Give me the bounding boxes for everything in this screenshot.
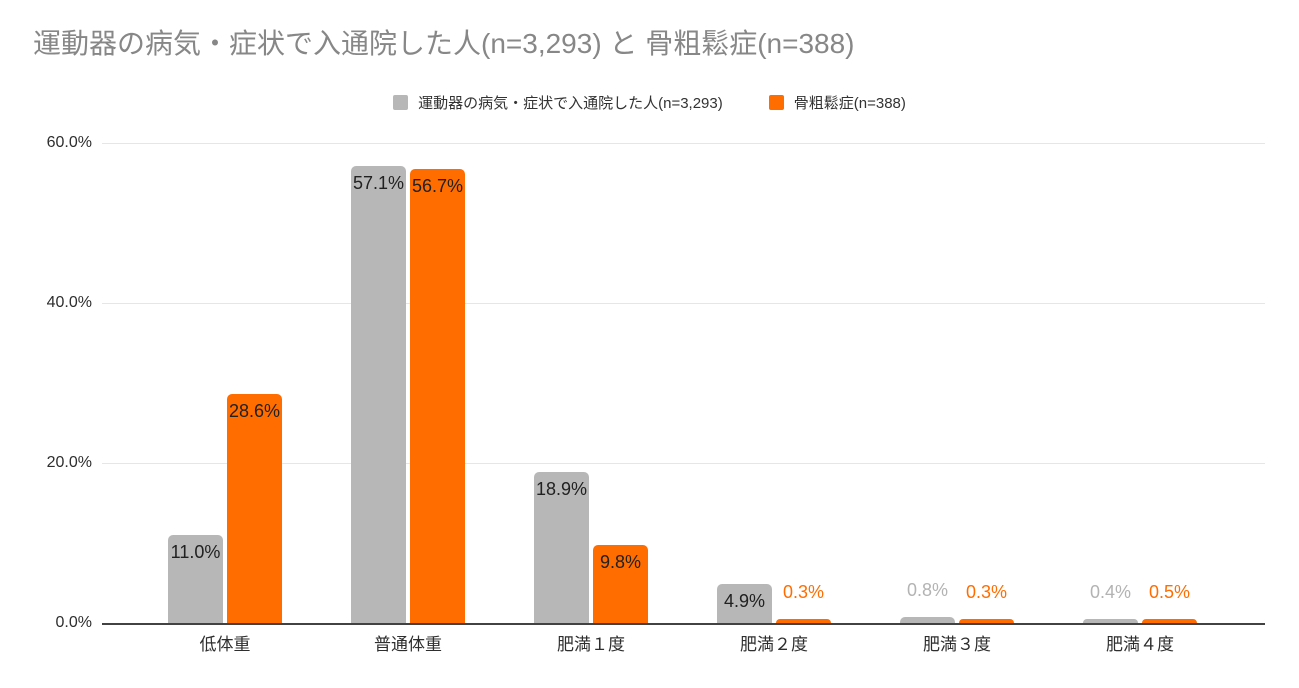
bar-value-label: 0.8% [906,579,949,600]
x-axis-label: 普通体重 [374,635,442,654]
bar-value-label: 57.1% [352,173,405,194]
x-axis-label: 肥満１度 [557,635,625,654]
gridline [102,143,1265,144]
bar-value-label: 18.9% [535,478,588,499]
y-axis-label: 20.0% [46,454,92,471]
bar-value-label: 0.3% [965,582,1008,602]
y-axis-label: 40.0% [46,294,92,311]
x-axis-label: 肥満４度 [1106,635,1174,654]
gridline [102,303,1265,304]
bar-series-1-普通体重[interactable] [410,169,465,623]
legend-label-series-1: 骨粗鬆症(n=388) [793,94,906,112]
bar-value-label: 0.3% [782,582,825,602]
legend-label-series-0: 運動器の病気・症状で入通院した人(n=3,293) [418,94,723,112]
bar-value-label: 0.5% [1148,582,1191,602]
legend-item-series-1: 骨粗鬆症(n=388) [768,92,906,113]
bar-series-0-肥満３度[interactable] [900,616,955,623]
legend-swatch-gray-icon [393,94,409,110]
bar-series-0-低体重[interactable] [168,535,223,623]
legend: 運動器の病気・症状で入通院した人(n=3,293) 骨粗鬆症(n=388) [0,90,1299,114]
bar-series-0-肥満１度[interactable] [534,471,589,623]
x-axis-label: 肥満２度 [740,635,808,654]
bar-series-1-肥満３度[interactable] [959,619,1014,623]
bar-value-label: 56.7% [411,176,464,197]
bar-series-0-普通体重[interactable] [351,166,406,623]
x-axis-label: 肥満３度 [923,635,991,654]
legend-swatch-orange-icon [768,94,784,110]
x-axis-line [102,623,1265,625]
bar-value-label: 4.9% [723,590,766,611]
x-axis-label: 低体重 [199,635,251,654]
bar-value-label: 11.0% [170,542,221,562]
legend-item-series-0: 運動器の病気・症状で入通院した人(n=3,293) [393,92,723,113]
gridline [102,463,1265,464]
bar-series-1-低体重[interactable] [227,394,282,623]
y-axis-label: 0.0% [55,614,92,631]
bar-value-label: 9.8% [599,551,642,572]
bar-value-label: 28.6% [228,401,281,422]
bar-value-label: 0.4% [1089,582,1132,602]
bar-series-0-肥満４度[interactable] [1083,619,1138,623]
chart-title: 運動器の病気・症状で入通院した人(n=3,293) と 骨粗鬆症(n=388) [33,28,855,59]
bar-series-1-肥満４度[interactable] [1142,619,1197,623]
bar-series-1-肥満２度[interactable] [776,619,831,623]
bar-series-1-肥満１度[interactable] [593,544,648,623]
y-axis-label: 60.0% [46,134,92,151]
bar-series-0-肥満２度[interactable] [717,583,772,623]
